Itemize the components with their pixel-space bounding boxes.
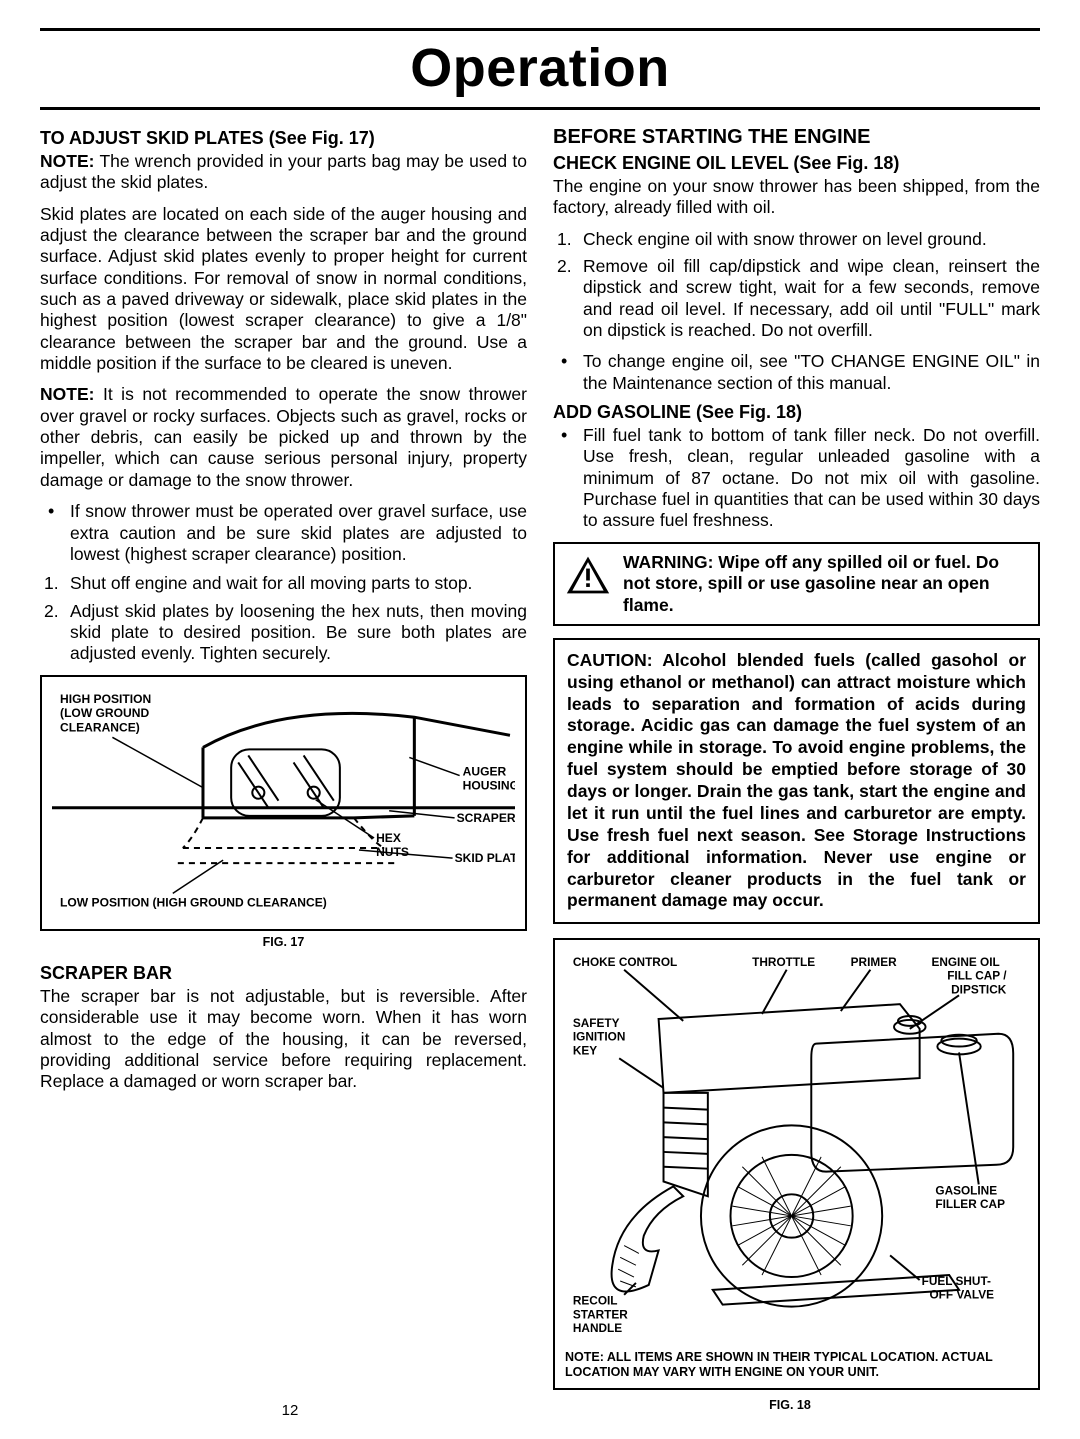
svg-text:OFF VALVE: OFF VALVE	[929, 1288, 994, 1302]
page-number: 12	[40, 1402, 540, 1419]
figure-18-svg: CHOKE CONTROL THROTTLE PRIMER ENGINE OIL…	[565, 950, 1028, 1344]
figure-17-caption: FIG. 17	[40, 935, 527, 949]
numbered-list-adjust: Shut off engine and wait for all moving …	[40, 573, 527, 664]
svg-text:SCRAPER BAR: SCRAPER BAR	[457, 810, 515, 824]
step-adjust: Adjust skid plates by loosening the hex …	[40, 601, 527, 665]
bullet-list-change-oil: To change engine oil, see "TO CHANGE ENG…	[553, 351, 1040, 394]
note-label: NOTE:	[40, 151, 94, 171]
svg-text:CLEARANCE): CLEARANCE)	[60, 720, 140, 734]
svg-text:SKID PLATE: SKID PLATE	[455, 851, 515, 865]
svg-text:HANDLE: HANDLE	[573, 1322, 622, 1336]
heading-before-starting: BEFORE STARTING THE ENGINE	[553, 126, 1040, 149]
footer-row: 12 FIG. 18	[40, 1394, 1040, 1419]
paragraph-scraper-bar: The scraper bar is not adjustable, but i…	[40, 986, 527, 1093]
step-remove-cap: Remove oil fill cap/dipstick and wipe cl…	[553, 256, 1040, 341]
bullet-change-oil: To change engine oil, see "TO CHANGE ENG…	[553, 351, 1040, 394]
svg-text:ENGINE OIL: ENGINE OIL	[931, 955, 999, 969]
svg-text:PRIMER: PRIMER	[851, 955, 897, 969]
heading-add-gasoline: ADD GASOLINE (See Fig. 18)	[553, 402, 1040, 423]
svg-text:HOUSING: HOUSING	[463, 778, 515, 792]
bullet-list-gasoline: Fill fuel tank to bottom of tank filler …	[553, 425, 1040, 532]
warning-text: WARNING: Wipe off any spilled oil or fue…	[623, 552, 1028, 616]
svg-text:SAFETY: SAFETY	[573, 1016, 620, 1030]
caution-box: CAUTION: Alcohol blended fuels (called g…	[553, 638, 1040, 925]
note-wrench-text: The wrench provided in your parts bag ma…	[40, 151, 527, 192]
note-gravel: NOTE: It is not recommended to operate t…	[40, 384, 527, 491]
warning-box: WARNING: Wipe off any spilled oil or fue…	[553, 542, 1040, 626]
bullet-list-gravel: If snow thrower must be operated over gr…	[40, 501, 527, 565]
svg-text:KEY: KEY	[573, 1044, 597, 1058]
svg-text:FUEL SHUT-: FUEL SHUT-	[922, 1274, 991, 1288]
svg-text:CHOKE CONTROL: CHOKE CONTROL	[573, 955, 677, 969]
svg-text:THROTTLE: THROTTLE	[752, 955, 815, 969]
step-shutoff: Shut off engine and wait for all moving …	[40, 573, 527, 594]
svg-text:STARTER: STARTER	[573, 1308, 628, 1322]
note-label: NOTE:	[40, 384, 94, 404]
right-column: BEFORE STARTING THE ENGINE CHECK ENGINE …	[553, 124, 1040, 1394]
paragraph-check-oil: The engine on your snow thrower has been…	[553, 176, 1040, 219]
svg-text:FILLER CAP: FILLER CAP	[935, 1197, 1005, 1211]
svg-text:RECOIL: RECOIL	[573, 1294, 618, 1308]
bullet-gasoline: Fill fuel tank to bottom of tank filler …	[553, 425, 1040, 532]
numbered-list-oil: Check engine oil with snow thrower on le…	[553, 229, 1040, 342]
svg-text:HIGH POSITION: HIGH POSITION	[60, 692, 151, 706]
paragraph-skid-plates: Skid plates are located on each side of …	[40, 204, 527, 375]
heading-check-oil: CHECK ENGINE OIL LEVEL (See Fig. 18)	[553, 153, 1040, 174]
svg-text:LOW POSITION (HIGH GROUND CLEA: LOW POSITION (HIGH GROUND CLEARANCE)	[60, 895, 327, 909]
svg-text:AUGER: AUGER	[463, 764, 507, 778]
note-wrench: NOTE: The wrench provided in your parts …	[40, 151, 527, 194]
columns: TO ADJUST SKID PLATES (See Fig. 17) NOTE…	[40, 124, 1040, 1394]
step-check-oil: Check engine oil with snow thrower on le…	[553, 229, 1040, 250]
note-gravel-text: It is not recommended to operate the sno…	[40, 384, 527, 489]
top-rule	[40, 28, 1040, 31]
figure-18-caption: FIG. 18	[540, 1398, 1040, 1419]
bullet-gravel: If snow thrower must be operated over gr…	[40, 501, 527, 565]
figure-17: HIGH POSITION (LOW GROUND CLEARANCE)	[40, 675, 527, 932]
page-title: Operation	[40, 37, 1040, 99]
svg-text:IGNITION: IGNITION	[573, 1030, 626, 1044]
figure-18-note: NOTE: ALL ITEMS ARE SHOWN IN THEIR TYPIC…	[565, 1350, 1028, 1380]
svg-text:GASOLINE: GASOLINE	[935, 1184, 997, 1198]
warning-icon	[565, 554, 611, 596]
heading-skid-plates: TO ADJUST SKID PLATES (See Fig. 17)	[40, 128, 527, 149]
caution-text: CAUTION: Alcohol blended fuels (called g…	[567, 650, 1026, 913]
left-column: TO ADJUST SKID PLATES (See Fig. 17) NOTE…	[40, 124, 527, 1394]
figure-17-svg: HIGH POSITION (LOW GROUND CLEARANCE)	[52, 687, 515, 919]
svg-text:DIPSTICK: DIPSTICK	[951, 983, 1007, 997]
heading-scraper-bar: SCRAPER BAR	[40, 963, 527, 984]
under-rule	[40, 107, 1040, 110]
page: Operation TO ADJUST SKID PLATES (See Fig…	[0, 0, 1080, 1439]
svg-text:(LOW GROUND: (LOW GROUND	[60, 706, 149, 720]
svg-text:FILL CAP /: FILL CAP /	[947, 969, 1007, 983]
figure-18: CHOKE CONTROL THROTTLE PRIMER ENGINE OIL…	[553, 938, 1040, 1390]
svg-text:HEX: HEX	[376, 831, 401, 845]
